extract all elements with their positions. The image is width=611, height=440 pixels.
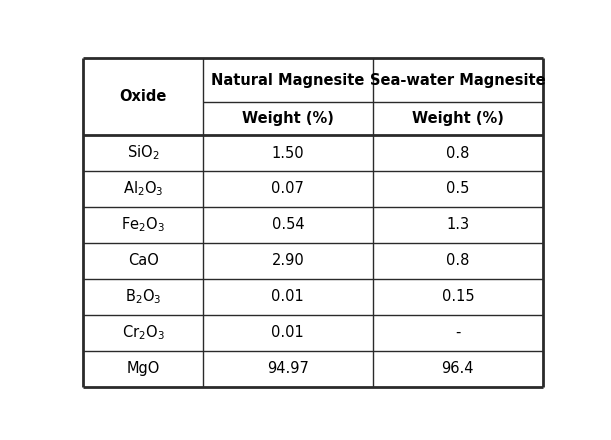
Text: 0.01: 0.01 (271, 289, 304, 304)
Text: 96.4: 96.4 (442, 361, 474, 376)
Text: Natural Magnesite: Natural Magnesite (211, 73, 365, 88)
Text: 0.15: 0.15 (442, 289, 474, 304)
Text: Oxide: Oxide (120, 89, 167, 104)
Text: 0.8: 0.8 (446, 146, 469, 161)
Text: MgO: MgO (126, 361, 160, 376)
Text: 0.07: 0.07 (271, 181, 304, 197)
Text: 0.54: 0.54 (271, 217, 304, 232)
Text: CaO: CaO (128, 253, 159, 268)
Text: -: - (455, 325, 461, 340)
Text: 1.50: 1.50 (271, 146, 304, 161)
Text: 0.01: 0.01 (271, 325, 304, 340)
Text: Weight (%): Weight (%) (242, 111, 334, 126)
Text: Weight (%): Weight (%) (412, 111, 503, 126)
Text: Sea-water Magnesite: Sea-water Magnesite (370, 73, 546, 88)
Text: Al$_2$O$_3$: Al$_2$O$_3$ (123, 180, 163, 198)
Text: 0.8: 0.8 (446, 253, 469, 268)
Text: 1.3: 1.3 (446, 217, 469, 232)
Text: Cr$_2$O$_3$: Cr$_2$O$_3$ (122, 323, 164, 342)
Text: B$_2$O$_3$: B$_2$O$_3$ (125, 287, 161, 306)
Text: SiO$_2$: SiO$_2$ (127, 144, 159, 162)
Text: 2.90: 2.90 (271, 253, 304, 268)
Text: Fe$_2$O$_3$: Fe$_2$O$_3$ (121, 216, 165, 234)
Text: 0.5: 0.5 (446, 181, 469, 197)
Text: 94.97: 94.97 (267, 361, 309, 376)
